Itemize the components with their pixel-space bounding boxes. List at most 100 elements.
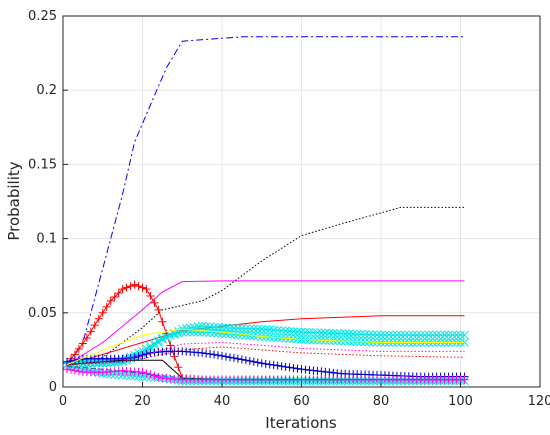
data-point <box>229 354 238 363</box>
data-point <box>78 339 87 348</box>
data-point <box>90 321 99 330</box>
data-point <box>122 371 131 380</box>
x-tick-label: 80 <box>373 394 390 409</box>
axis-ticks: 0 20 40 60 80 100 120 0 0.05 0.1 0.15 0.2 0.25 <box>28 9 550 409</box>
data-point <box>360 330 370 339</box>
data-point <box>277 326 286 335</box>
data-point <box>380 330 390 340</box>
series-line <box>66 315 465 366</box>
series-2 <box>66 280 465 366</box>
series-line <box>66 206 465 366</box>
data-point <box>257 359 266 368</box>
data-point <box>221 329 231 339</box>
data-point <box>122 283 131 292</box>
data-point <box>281 362 290 371</box>
data-point <box>436 330 445 340</box>
data-point <box>138 283 147 292</box>
series-line <box>66 36 465 365</box>
data-point <box>154 372 163 381</box>
data-point <box>221 323 231 333</box>
data-point <box>174 363 183 372</box>
data-point <box>98 308 107 317</box>
data-point <box>154 336 163 346</box>
x-tick-label: 20 <box>134 394 151 409</box>
series-0 <box>66 36 465 365</box>
data-point <box>142 349 151 358</box>
data-point <box>130 371 139 381</box>
x-tick-label: 40 <box>214 394 231 409</box>
y-axis-title: Probability <box>5 161 23 240</box>
data-point <box>225 329 235 339</box>
x-axis-title: Iterations <box>265 414 337 432</box>
data-point <box>320 328 330 338</box>
data-point <box>218 351 226 360</box>
data-point <box>313 328 322 338</box>
x-tick-label: 100 <box>448 394 473 409</box>
data-point <box>420 330 430 340</box>
series-layer <box>62 36 469 386</box>
y-tick-label: 0.05 <box>28 306 57 321</box>
data-point <box>245 324 255 334</box>
data-point <box>233 354 242 363</box>
data-point <box>396 330 406 340</box>
y-tick-label: 0.15 <box>28 157 57 172</box>
data-point <box>297 327 306 337</box>
data-point <box>241 324 251 333</box>
data-point <box>146 344 155 353</box>
data-point <box>225 323 235 333</box>
data-point <box>444 330 453 340</box>
data-point <box>324 328 334 338</box>
data-point <box>372 330 382 340</box>
data-point <box>66 357 75 366</box>
data-point <box>209 328 219 338</box>
series-line <box>66 328 465 366</box>
data-point <box>126 282 135 291</box>
data-point <box>110 292 119 301</box>
data-point <box>74 367 83 376</box>
data-point <box>150 339 159 348</box>
series-12 <box>66 328 465 366</box>
data-point <box>277 362 286 371</box>
data-point <box>269 361 278 370</box>
data-point <box>198 348 207 357</box>
y-tick-label: 0.25 <box>28 9 57 24</box>
series-line <box>66 346 465 366</box>
data-point <box>265 325 275 335</box>
data-point <box>273 325 283 335</box>
series-14 <box>66 365 465 381</box>
data-point <box>253 358 262 367</box>
y-tick-label: 0.1 <box>36 232 57 247</box>
data-point <box>70 366 79 375</box>
data-point <box>281 326 290 336</box>
series-1 <box>66 206 465 366</box>
data-point <box>86 327 95 336</box>
data-point <box>448 330 457 340</box>
data-point <box>233 330 243 340</box>
data-point <box>158 317 167 326</box>
data-point <box>309 328 318 337</box>
data-point <box>201 328 211 337</box>
data-point <box>193 327 203 337</box>
data-point <box>241 356 250 365</box>
data-point <box>205 328 215 338</box>
data-point <box>106 296 115 305</box>
data-point <box>376 330 386 340</box>
data-point <box>384 330 394 340</box>
data-point <box>206 350 215 359</box>
data-point <box>142 285 151 294</box>
data-point <box>424 330 434 340</box>
data-point <box>332 329 342 338</box>
data-point <box>202 349 211 358</box>
data-point <box>221 352 230 361</box>
data-point <box>285 326 294 336</box>
data-point <box>269 325 279 335</box>
data-point <box>301 327 310 337</box>
series-line <box>66 280 465 366</box>
data-point <box>428 330 438 340</box>
data-point <box>138 368 147 377</box>
data-point <box>348 329 358 339</box>
data-point <box>328 328 338 338</box>
data-point <box>150 341 159 350</box>
data-point <box>138 372 147 381</box>
